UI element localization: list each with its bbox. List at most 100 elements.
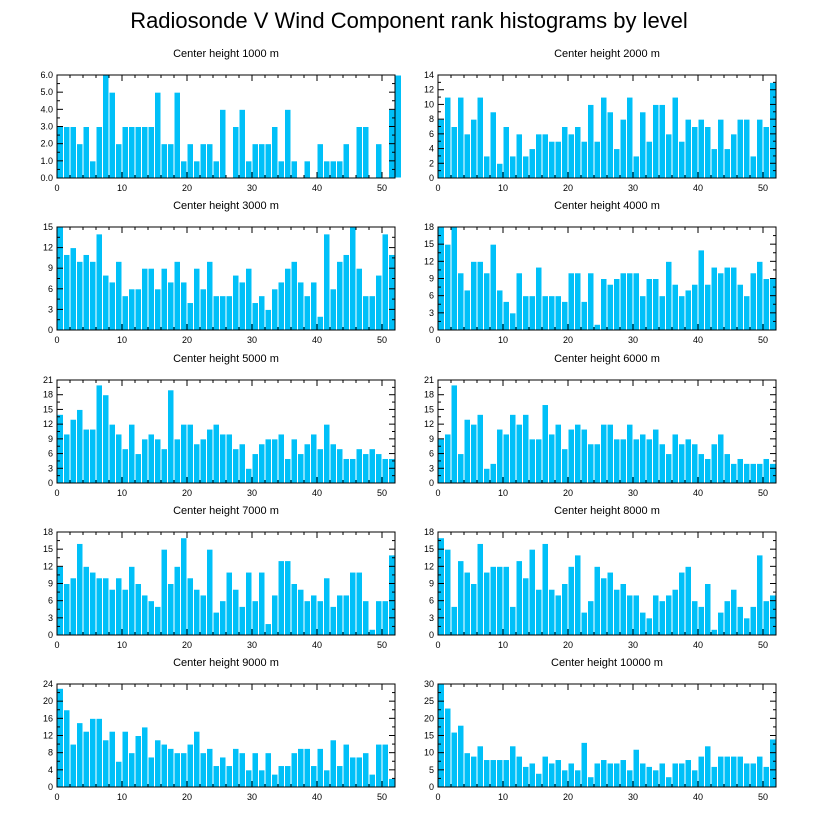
panel-4-ytick-label-6: 18 (424, 222, 434, 232)
panel-7-bar-28 (238, 605, 246, 636)
panel-5-bar-51 (388, 457, 396, 484)
panel-3-bar-38 (303, 295, 311, 331)
panel-10-bar-51 (769, 738, 777, 788)
panel-6-bar-18 (554, 423, 562, 484)
panel-8-bar-35 (665, 594, 673, 636)
panel-1-bar-20 (186, 143, 194, 179)
panel-8-xtick-label-20: 20 (563, 640, 573, 650)
panel-4-xtick-label-10: 10 (498, 335, 508, 345)
panel-4-bar-10 (502, 300, 510, 331)
panel-5-bar-3 (76, 408, 84, 484)
panel-5-bar-22 (199, 438, 207, 484)
panel-9-bar-6 (95, 717, 103, 788)
panel-4-bar-6 (476, 260, 484, 331)
panel-7-bar-31 (258, 571, 266, 636)
panel-7-xtick-label-50: 50 (377, 640, 387, 650)
panel-3-bar-35 (284, 267, 292, 331)
panel-6-bar-45 (730, 462, 738, 484)
panel-3-bar-40 (316, 315, 324, 331)
panel-7-bar-1 (63, 583, 71, 636)
panel-9-xtick-label-10: 10 (117, 792, 127, 802)
panel-5-bar-39 (310, 433, 318, 484)
panel-10-ytick-label-1: 5 (429, 765, 434, 775)
panel-10-bar-47 (743, 762, 751, 788)
panel-10-xtick-label-50: 50 (758, 792, 768, 802)
panel-6-xtick-label-30: 30 (628, 488, 638, 498)
panel-8-bar-38 (684, 565, 692, 636)
panel-2-bar-10 (502, 126, 510, 179)
panel-6-bar-28 (619, 438, 627, 484)
panel-3-bar-36 (290, 260, 298, 331)
panel-7-bar-26 (225, 571, 233, 636)
panel-4-bar-5 (470, 260, 478, 331)
panel-8-bar-15 (535, 588, 543, 636)
panel-3-bar-5 (89, 260, 97, 331)
panel-4-bar-36 (671, 283, 679, 331)
panel-4-bar-11 (509, 312, 517, 331)
panel-2-bar-41 (704, 126, 712, 179)
panel-7-ytick-label-5: 15 (43, 544, 53, 554)
panel-3-xtick-label-20: 20 (182, 335, 192, 345)
panel-7-ytick-label-4: 12 (43, 561, 53, 571)
panel-1-xtick-label-50: 50 (377, 183, 387, 193)
panel-6-bar-35 (665, 453, 673, 484)
panel-5-bar-16 (160, 448, 168, 484)
panel-3-bar-8 (108, 281, 116, 331)
panel-10-bar-39 (691, 769, 699, 788)
panel-5-bar-27 (232, 448, 240, 484)
panel-2-ytick-label-3: 6 (429, 129, 434, 139)
panel-8-xtick-label-40: 40 (693, 640, 703, 650)
panel-5-bar-7 (102, 394, 110, 484)
panel-1-title: Center height 1000 m (173, 48, 279, 60)
panel-2-xtick-label-20: 20 (563, 183, 573, 193)
panel-7-bar-45 (349, 571, 357, 636)
panel-3-bar-4 (82, 253, 90, 331)
panel-4-xtick-label-0: 0 (435, 335, 440, 345)
panel-9-bar-28 (238, 752, 246, 788)
panel-8-bar-1 (444, 548, 452, 636)
panel-7-ytick-label-3: 9 (48, 579, 53, 589)
panel-8-bar-14 (528, 548, 536, 636)
panel-6-bar-42 (710, 443, 718, 484)
panel-3-xtick-label-30: 30 (247, 335, 257, 345)
panel-4-bar-8 (489, 243, 497, 331)
panel-3-bar-2 (69, 247, 77, 331)
panel-8-bar-18 (554, 594, 562, 636)
panel-2-xtick-label-50: 50 (758, 183, 768, 193)
main-title: Radiosonde V Wind Component rank histogr… (130, 8, 688, 33)
panel-9-bar-48 (368, 773, 376, 788)
panel-7-xtick-label-20: 20 (182, 640, 192, 650)
panel-6-bar-7 (483, 467, 491, 484)
panel-10-bar-33 (652, 769, 660, 788)
panel-10-bar-11 (509, 745, 517, 788)
panel-5-bar-6 (95, 384, 103, 484)
panel-6-ytick-label-6: 18 (424, 390, 434, 400)
panel-6-bar-4 (463, 418, 471, 484)
panel-8-bar-33 (652, 594, 660, 636)
panel-5-bar-18 (173, 438, 181, 484)
panel-9-bar-26 (225, 765, 233, 788)
panel-6-bar-37 (678, 443, 686, 484)
panel-10-xtick-label-0: 0 (435, 792, 440, 802)
panel-10-bar-20 (567, 762, 575, 788)
panel-10-ytick-label-6: 30 (424, 679, 434, 689)
panel-2-bar-40 (697, 118, 705, 179)
panel-1-xtick-label-0: 0 (54, 183, 59, 193)
panel-8-bar-46 (736, 605, 744, 636)
panel-9-bar-2 (69, 743, 77, 788)
panel-7-title: Center height 7000 m (173, 505, 279, 517)
panel-6-bar-17 (548, 433, 556, 484)
panel-1-bar-22 (199, 143, 207, 179)
panel-10-bar-25 (600, 759, 608, 788)
panel-7-bar-17 (167, 583, 175, 636)
panel-1-bar-52 (394, 74, 402, 179)
panel-7-bar-19 (180, 537, 188, 636)
panel-9-bar-1 (63, 709, 71, 788)
panel-10-bar-5 (470, 755, 478, 788)
panel-2-bar-26 (606, 111, 614, 179)
panel-5-ytick-label-7: 21 (43, 375, 53, 385)
panel-10-bar-30 (632, 748, 640, 788)
panel-1-ytick-label-3: 3.0 (40, 122, 53, 132)
panel-1-bar-47 (362, 126, 370, 179)
